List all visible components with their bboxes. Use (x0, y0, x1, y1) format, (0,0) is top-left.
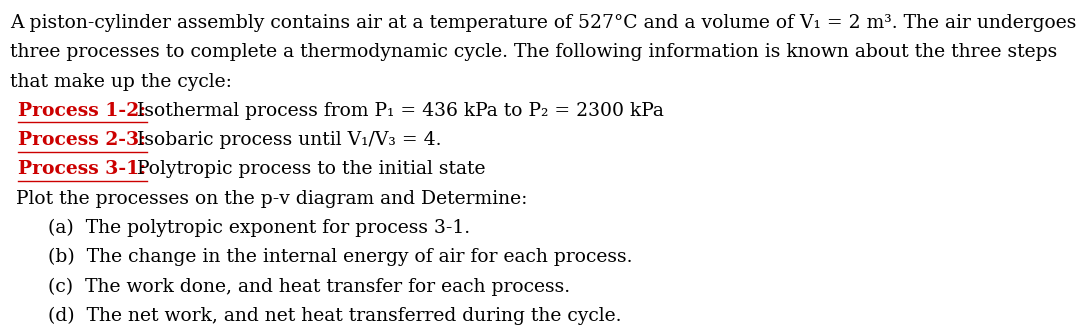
Text: Isothermal process from P₁ = 436 kPa to P₂ = 2300 kPa: Isothermal process from P₁ = 436 kPa to … (131, 102, 664, 120)
Text: Polytropic process to the initial state: Polytropic process to the initial state (131, 160, 485, 178)
Text: (c)  The work done, and heat transfer for each process.: (c) The work done, and heat transfer for… (48, 277, 570, 295)
Text: (b)  The change in the internal energy of air for each process.: (b) The change in the internal energy of… (48, 248, 632, 266)
Text: Isobaric process until V₁/V₃ = 4.: Isobaric process until V₁/V₃ = 4. (131, 131, 441, 149)
Text: Process 1-2:: Process 1-2: (18, 102, 146, 120)
Text: that make up the cycle:: that make up the cycle: (10, 73, 232, 91)
Text: Plot the processes on the p-v diagram and Determine:: Plot the processes on the p-v diagram an… (10, 189, 527, 208)
Text: (a)  The polytropic exponent for process 3-1.: (a) The polytropic exponent for process … (48, 219, 470, 237)
Text: three processes to complete a thermodynamic cycle. The following information is : three processes to complete a thermodyna… (10, 44, 1057, 61)
Text: Process 2-3:: Process 2-3: (18, 131, 146, 149)
Text: A piston-cylinder assembly contains air at a temperature of 527°C and a volume o: A piston-cylinder assembly contains air … (10, 14, 1077, 32)
Text: Process 3-1:: Process 3-1: (18, 160, 146, 178)
Text: (d)  The net work, and net heat transferred during the cycle.: (d) The net work, and net heat transferr… (48, 306, 622, 325)
